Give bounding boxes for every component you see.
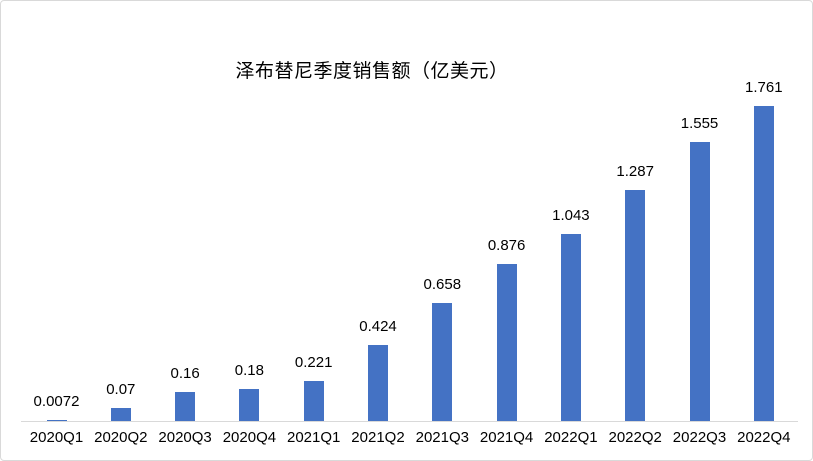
bar xyxy=(303,381,324,421)
x-axis-label: 2020Q1 xyxy=(29,429,84,446)
x-axis-label: 2021Q4 xyxy=(479,429,534,446)
x-axis-label: 2022Q4 xyxy=(737,429,791,446)
bar xyxy=(432,303,453,421)
x-axis-label: 2021Q3 xyxy=(415,429,469,446)
bar xyxy=(46,420,67,421)
data-label: 0.658 xyxy=(423,276,462,293)
data-label: 0.07 xyxy=(106,381,136,398)
data-label: 1.287 xyxy=(616,163,654,180)
x-axis-label: 2021Q2 xyxy=(351,429,405,446)
data-label: 0.0072 xyxy=(33,393,80,410)
bar xyxy=(239,389,260,421)
chart-title: 泽布替尼季度销售额（亿美元） xyxy=(235,61,509,82)
data-label: 0.424 xyxy=(359,318,397,335)
x-axis-label: 2022Q2 xyxy=(608,429,662,446)
data-label: 0.876 xyxy=(487,237,526,254)
data-label: 0.16 xyxy=(170,365,200,382)
x-axis-label: 2020Q2 xyxy=(94,429,148,446)
data-label: 0.18 xyxy=(234,362,264,379)
bar xyxy=(689,142,710,421)
x-axis-label: 2022Q3 xyxy=(672,429,727,446)
x-axis-label: 2020Q4 xyxy=(222,429,277,446)
bar xyxy=(625,190,646,421)
bar xyxy=(560,234,581,421)
bar xyxy=(368,345,388,421)
bar xyxy=(110,408,131,421)
data-label: 1.043 xyxy=(552,207,590,224)
data-label: 0.221 xyxy=(294,354,333,371)
bar xyxy=(753,106,774,421)
x-axis-label: 2020Q3 xyxy=(158,429,212,446)
bar xyxy=(496,264,517,421)
x-axis-label: 2022Q1 xyxy=(544,429,598,446)
plot-area: 0.0072 0.07 0.16 0.18 0.221 0.424 0.658 0.876 1.… xyxy=(21,1,798,422)
bar xyxy=(175,392,196,421)
data-label: 1.555 xyxy=(680,115,719,132)
x-axis-label: 2021Q1 xyxy=(286,429,341,446)
data-label: 1.761 xyxy=(745,79,783,96)
